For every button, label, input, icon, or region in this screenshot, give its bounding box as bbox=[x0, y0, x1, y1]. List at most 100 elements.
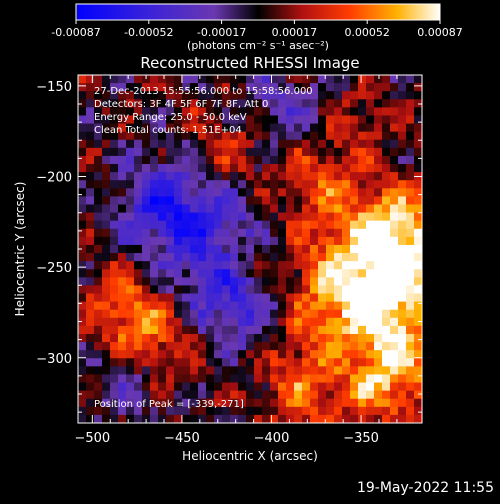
heatmap-cell bbox=[158, 374, 167, 384]
heatmap-cell bbox=[270, 204, 279, 214]
heatmap-cell bbox=[406, 131, 415, 141]
heatmap-cell bbox=[110, 269, 119, 278]
heatmap-cell bbox=[174, 269, 183, 278]
heatmap-cell bbox=[246, 75, 255, 84]
heatmap-cell bbox=[150, 75, 159, 84]
heatmap-cell bbox=[350, 382, 359, 392]
heatmap-cell bbox=[206, 228, 215, 238]
heatmap-cell bbox=[110, 358, 119, 367]
heatmap-cell bbox=[390, 155, 399, 165]
heatmap-cell bbox=[118, 196, 127, 205]
heatmap-cell bbox=[278, 398, 287, 408]
heatmap-cell bbox=[190, 204, 199, 214]
heatmap-cell bbox=[102, 91, 111, 100]
heatmap-cell bbox=[254, 228, 263, 238]
heatmap-cell bbox=[310, 91, 319, 100]
heatmap-cell bbox=[334, 164, 343, 173]
heatmap-cell bbox=[374, 188, 383, 197]
heatmap-cell bbox=[142, 382, 151, 392]
heatmap-cell bbox=[142, 155, 151, 165]
heatmap-cell bbox=[198, 147, 207, 157]
heatmap-cell bbox=[86, 188, 95, 197]
heatmap-cell bbox=[110, 115, 119, 125]
heatmap-cell bbox=[286, 309, 295, 319]
heatmap-cell bbox=[382, 309, 391, 319]
heatmap-cell bbox=[310, 220, 319, 230]
heatmap-cell bbox=[358, 91, 367, 100]
heatmap-cell bbox=[206, 107, 215, 116]
heatmap-cell bbox=[246, 172, 255, 181]
heatmap-cell bbox=[158, 333, 167, 343]
heatmap-cell bbox=[350, 139, 359, 149]
heatmap-cell bbox=[278, 269, 287, 278]
heatmap-cell bbox=[310, 390, 319, 400]
heatmap-cell bbox=[134, 317, 143, 327]
heatmap-cell bbox=[214, 172, 223, 181]
heatmap-cell bbox=[206, 139, 215, 149]
heatmap-cell bbox=[214, 398, 223, 408]
heatmap-cell bbox=[414, 358, 422, 367]
heatmap-cell bbox=[302, 155, 311, 165]
heatmap-cell bbox=[198, 390, 207, 400]
heatmap-cell bbox=[126, 277, 135, 286]
heatmap-cell bbox=[398, 261, 407, 270]
heatmap-cell bbox=[414, 398, 422, 408]
heatmap-cell bbox=[110, 333, 119, 343]
heatmap-cell bbox=[278, 75, 287, 84]
heatmap-cell bbox=[262, 131, 271, 141]
heatmap-cell bbox=[334, 285, 343, 295]
heatmap-cell bbox=[78, 164, 87, 173]
heatmap-cell bbox=[134, 406, 143, 416]
heatmap-cell bbox=[278, 131, 287, 141]
heatmap-cell bbox=[126, 261, 135, 270]
heatmap-cell bbox=[150, 261, 159, 270]
heatmap-cell bbox=[366, 91, 375, 100]
heatmap-cell bbox=[414, 228, 422, 238]
heatmap-cell bbox=[190, 180, 199, 189]
heatmap-cell bbox=[342, 382, 351, 392]
heatmap-cell bbox=[294, 123, 303, 133]
heatmap-cell bbox=[238, 414, 247, 423]
heatmap-cell bbox=[206, 196, 215, 205]
heatmap-cell bbox=[390, 342, 399, 351]
heatmap-cell bbox=[326, 301, 335, 311]
heatmap-cell bbox=[158, 390, 167, 400]
heatmap-cell bbox=[358, 277, 367, 286]
heatmap-cell bbox=[150, 301, 159, 311]
heatmap-cell bbox=[118, 358, 127, 367]
heatmap-cell bbox=[350, 188, 359, 197]
heatmap-cell bbox=[94, 196, 103, 205]
heatmap-cell bbox=[206, 261, 215, 270]
heatmap-cell bbox=[310, 277, 319, 286]
heatmap-cell bbox=[342, 83, 351, 92]
heatmap-cell bbox=[246, 277, 255, 286]
heatmap-cell bbox=[262, 228, 271, 238]
heatmap-cell bbox=[126, 390, 135, 400]
heatmap-cell bbox=[238, 285, 247, 295]
heatmap-cell bbox=[222, 285, 231, 295]
heatmap-cell bbox=[326, 236, 335, 246]
heatmap-cell bbox=[118, 75, 127, 84]
heatmap-cell bbox=[142, 293, 151, 303]
heatmap-cell bbox=[262, 188, 271, 197]
heatmap-cell bbox=[326, 390, 335, 400]
heatmap-cell bbox=[374, 236, 383, 246]
heatmap-cell bbox=[150, 188, 159, 197]
heatmap-cell bbox=[262, 91, 271, 100]
heatmap-cell bbox=[206, 366, 215, 375]
heatmap-cell bbox=[390, 220, 399, 230]
heatmap-cell bbox=[254, 99, 263, 108]
heatmap-cell bbox=[94, 277, 103, 286]
heatmap-cell bbox=[318, 414, 327, 423]
heatmap-cell bbox=[382, 155, 391, 165]
heatmap-cell bbox=[142, 269, 151, 278]
heatmap-cell bbox=[342, 196, 351, 205]
heatmap-cell bbox=[118, 293, 127, 303]
heatmap-cell bbox=[182, 131, 191, 141]
heatmap-cell bbox=[278, 212, 287, 222]
heatmap-cell bbox=[230, 91, 239, 100]
heatmap-cell bbox=[366, 325, 375, 335]
heatmap-cell bbox=[262, 358, 271, 367]
heatmap-cell bbox=[142, 204, 151, 214]
heatmap-cell bbox=[238, 172, 247, 181]
